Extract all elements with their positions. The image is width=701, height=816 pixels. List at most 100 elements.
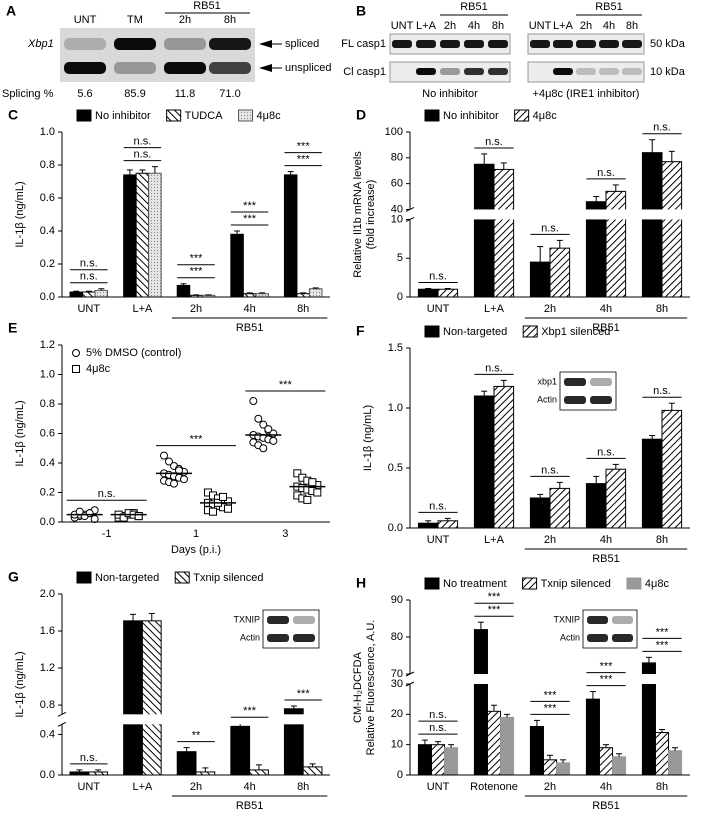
y-tick-label: 1.2 — [40, 662, 55, 674]
significance-label: *** — [600, 673, 614, 685]
lane-label: L+A — [416, 20, 437, 32]
x-tick-label: 4h — [243, 781, 255, 793]
inset-band — [587, 634, 608, 642]
legend-label: 4μ8c — [645, 578, 670, 590]
axis-break — [404, 674, 690, 684]
inset-band — [267, 616, 289, 624]
bar — [641, 152, 663, 298]
bar — [529, 497, 551, 529]
legend-label: 4μ8c — [86, 363, 111, 375]
y-tick-label: 0.8 — [40, 699, 55, 711]
inset-band — [590, 396, 612, 404]
inset-label: Actin — [560, 632, 580, 642]
y-tick-label: 1.0 — [40, 368, 55, 380]
y-tick-label: 1.2 — [40, 339, 55, 351]
x-tick-label: L+A — [132, 781, 153, 793]
y-tick-label: 80 — [391, 631, 403, 643]
significance-label: n.s. — [653, 385, 671, 397]
y-axis-title: IL-1β (ng/mL) — [14, 181, 26, 247]
y-tick-label: 0.4 — [40, 225, 55, 237]
x-tick-label: L+A — [132, 303, 153, 315]
y-tick-label: 0.6 — [40, 192, 55, 204]
y-axis-title: CM-H₂DCFDA — [352, 651, 364, 723]
y-axis-title: (fold increase) — [365, 180, 377, 250]
significance-label: n.s. — [485, 362, 503, 374]
y-tick-label: 0.6 — [40, 427, 55, 439]
x-tick-label: 8h — [297, 781, 309, 793]
inset-band — [612, 634, 633, 642]
inset-band — [590, 378, 612, 386]
y-tick-label: 0.0 — [40, 769, 55, 781]
y-tick-label: 100 — [385, 126, 403, 138]
legend-label: Non-targeted — [443, 326, 507, 338]
significance-label: n.s. — [134, 149, 152, 161]
y-tick-label: 0.4 — [40, 728, 55, 740]
significance-label: *** — [190, 266, 204, 278]
point — [165, 457, 173, 466]
blot — [389, 61, 511, 83]
x-tick-label: 2h — [544, 781, 556, 793]
condition-label: +4μ8c (IRE1 inhibitor) — [533, 88, 640, 100]
bar — [230, 725, 251, 776]
y-tick-label: 2.0 — [40, 588, 55, 600]
blot-band — [392, 40, 412, 48]
blot-band — [416, 68, 436, 75]
gene-label: Xbp1 — [27, 38, 54, 50]
point — [219, 492, 227, 501]
blot-band — [488, 68, 508, 75]
blot-band — [576, 40, 596, 48]
bar — [123, 620, 143, 776]
y-tick-label: 10 — [391, 213, 403, 225]
point — [249, 397, 258, 406]
bar — [417, 288, 439, 298]
bar — [529, 261, 551, 298]
y-tick-label: 0.0 — [40, 291, 55, 303]
x-tick-label: 4h — [600, 534, 612, 546]
bar — [529, 725, 544, 776]
legend-swatch — [522, 577, 538, 590]
bar — [176, 751, 197, 776]
y-axis-title: IL-1β (ng/mL) — [362, 405, 374, 471]
point — [180, 475, 188, 484]
lane-label: 4h — [603, 20, 615, 32]
bar — [123, 174, 137, 298]
significance-label: n.s. — [485, 136, 503, 148]
significance-label: n.s. — [80, 752, 98, 764]
legend-label: Xbp1 silenced — [541, 326, 610, 338]
bar — [437, 288, 459, 298]
y-tick-label: 30 — [391, 678, 403, 690]
blot-band — [530, 68, 550, 75]
bar — [283, 174, 298, 298]
panel-letter: C — [8, 107, 18, 123]
bar — [249, 769, 269, 776]
significance-label: *** — [297, 688, 311, 700]
x-tick-label: -1 — [102, 528, 112, 540]
significance-label: ** — [192, 730, 201, 742]
significance-label: *** — [243, 213, 257, 225]
panel-letter: H — [356, 575, 366, 591]
y-tick-label: 5 — [397, 252, 403, 264]
point — [303, 495, 312, 504]
y-tick-label: 60 — [391, 178, 403, 190]
y-tick-label: 1.5 — [388, 342, 403, 354]
group-label: RB51 — [592, 322, 620, 334]
row-label: Cl casp1 — [343, 66, 386, 78]
bar — [417, 744, 432, 776]
y-tick-label: 0 — [397, 291, 403, 303]
legend-swatch — [522, 325, 538, 338]
y-tick-label: 20 — [391, 708, 403, 720]
x-tick-label: 1 — [193, 528, 199, 540]
legend-swatch — [166, 109, 182, 122]
legend-marker — [72, 365, 80, 373]
gel-band — [64, 62, 106, 74]
y-tick-label: 0.8 — [40, 159, 55, 171]
point — [160, 451, 168, 460]
significance-label: n.s. — [597, 446, 615, 458]
y-tick-label: 1.0 — [40, 126, 55, 138]
bar — [148, 172, 162, 298]
point — [224, 504, 232, 513]
blot-band — [599, 68, 619, 75]
bar — [661, 161, 683, 298]
inset-frame — [582, 609, 638, 649]
